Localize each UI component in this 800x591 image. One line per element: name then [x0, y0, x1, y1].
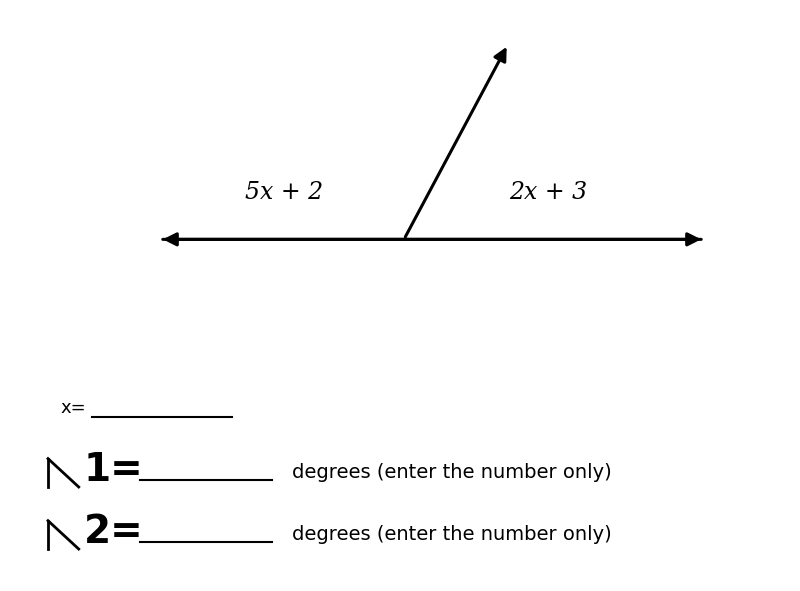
Text: degrees (enter the number only): degrees (enter the number only) [292, 525, 612, 544]
Text: 1=: 1= [83, 451, 143, 489]
Text: 2=: 2= [83, 513, 143, 551]
Text: degrees (enter the number only): degrees (enter the number only) [292, 463, 612, 482]
Text: 2x + 3: 2x + 3 [509, 181, 587, 204]
Text: x=: x= [60, 399, 86, 417]
Text: 5x + 2: 5x + 2 [245, 181, 323, 204]
